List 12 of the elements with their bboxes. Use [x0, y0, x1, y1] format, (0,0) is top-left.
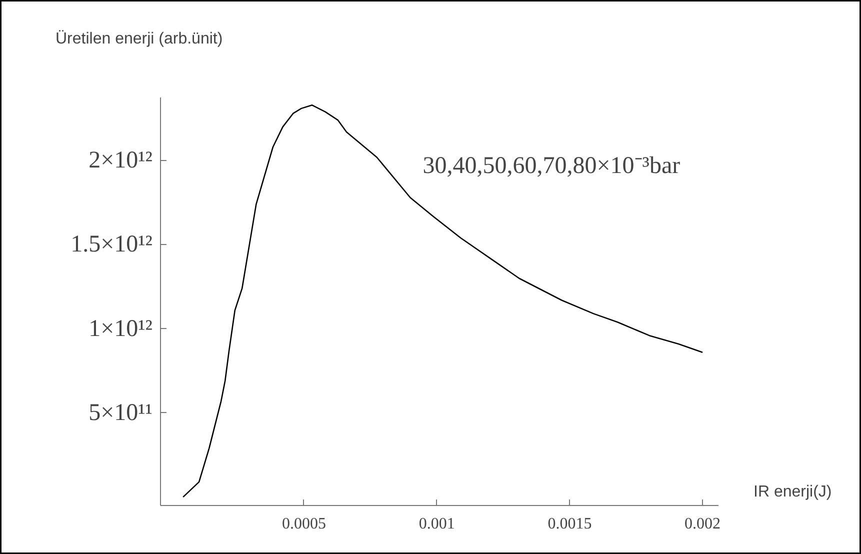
x-tick-label: 0.0005: [282, 516, 326, 532]
y-tick-label: 5×10¹¹: [88, 400, 153, 426]
line-series: [182, 104, 704, 498]
annotation: 30,40,50,60,70,80×10⁻³bar: [422, 153, 680, 180]
y-tick-label: 2×10¹²: [88, 148, 153, 174]
x-tick-label: 0.002: [684, 516, 721, 532]
y-axis-title: Üretilen enerji (arb.ünit): [56, 30, 223, 48]
y-tick-label: 1.5×10¹²: [70, 232, 153, 258]
y-tick-label: 1×10¹²: [88, 316, 153, 342]
x-tick-label: 0.001: [418, 516, 455, 532]
x-tick-label: 0.0015: [548, 516, 592, 532]
x-axis-title: IR enerji(J): [754, 484, 832, 500]
